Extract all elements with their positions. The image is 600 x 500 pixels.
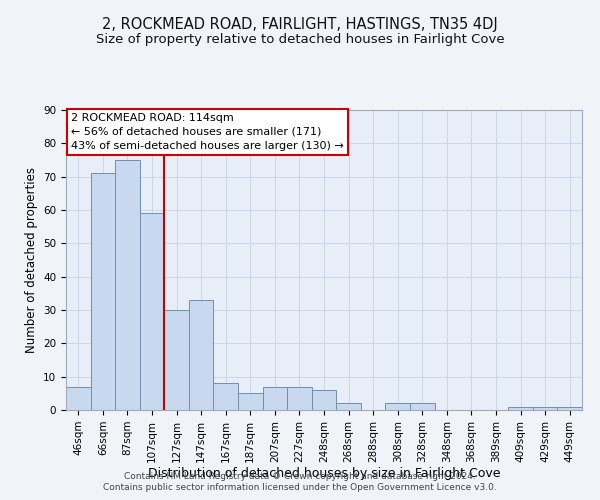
Text: Size of property relative to detached houses in Fairlight Cove: Size of property relative to detached ho… bbox=[95, 32, 505, 46]
Text: 2 ROCKMEAD ROAD: 114sqm
← 56% of detached houses are smaller (171)
43% of semi-d: 2 ROCKMEAD ROAD: 114sqm ← 56% of detache… bbox=[71, 113, 344, 151]
Bar bbox=[91, 174, 115, 410]
Text: Contains public sector information licensed under the Open Government Licence v3: Contains public sector information licen… bbox=[103, 484, 497, 492]
Text: Contains HM Land Registry data © Crown copyright and database right 2024.: Contains HM Land Registry data © Crown c… bbox=[124, 472, 476, 481]
Bar bbox=[410, 404, 434, 410]
Bar bbox=[533, 406, 557, 410]
X-axis label: Distribution of detached houses by size in Fairlight Cove: Distribution of detached houses by size … bbox=[148, 468, 500, 480]
Bar bbox=[287, 386, 312, 410]
Bar bbox=[214, 384, 238, 410]
Bar bbox=[238, 394, 263, 410]
Y-axis label: Number of detached properties: Number of detached properties bbox=[25, 167, 38, 353]
Bar bbox=[557, 406, 582, 410]
Text: 2, ROCKMEAD ROAD, FAIRLIGHT, HASTINGS, TN35 4DJ: 2, ROCKMEAD ROAD, FAIRLIGHT, HASTINGS, T… bbox=[102, 18, 498, 32]
Bar bbox=[66, 386, 91, 410]
Bar bbox=[189, 300, 214, 410]
Bar bbox=[385, 404, 410, 410]
Bar bbox=[140, 214, 164, 410]
Bar bbox=[336, 404, 361, 410]
Bar bbox=[312, 390, 336, 410]
Bar bbox=[115, 160, 140, 410]
Bar bbox=[263, 386, 287, 410]
Bar bbox=[508, 406, 533, 410]
Bar bbox=[164, 310, 189, 410]
